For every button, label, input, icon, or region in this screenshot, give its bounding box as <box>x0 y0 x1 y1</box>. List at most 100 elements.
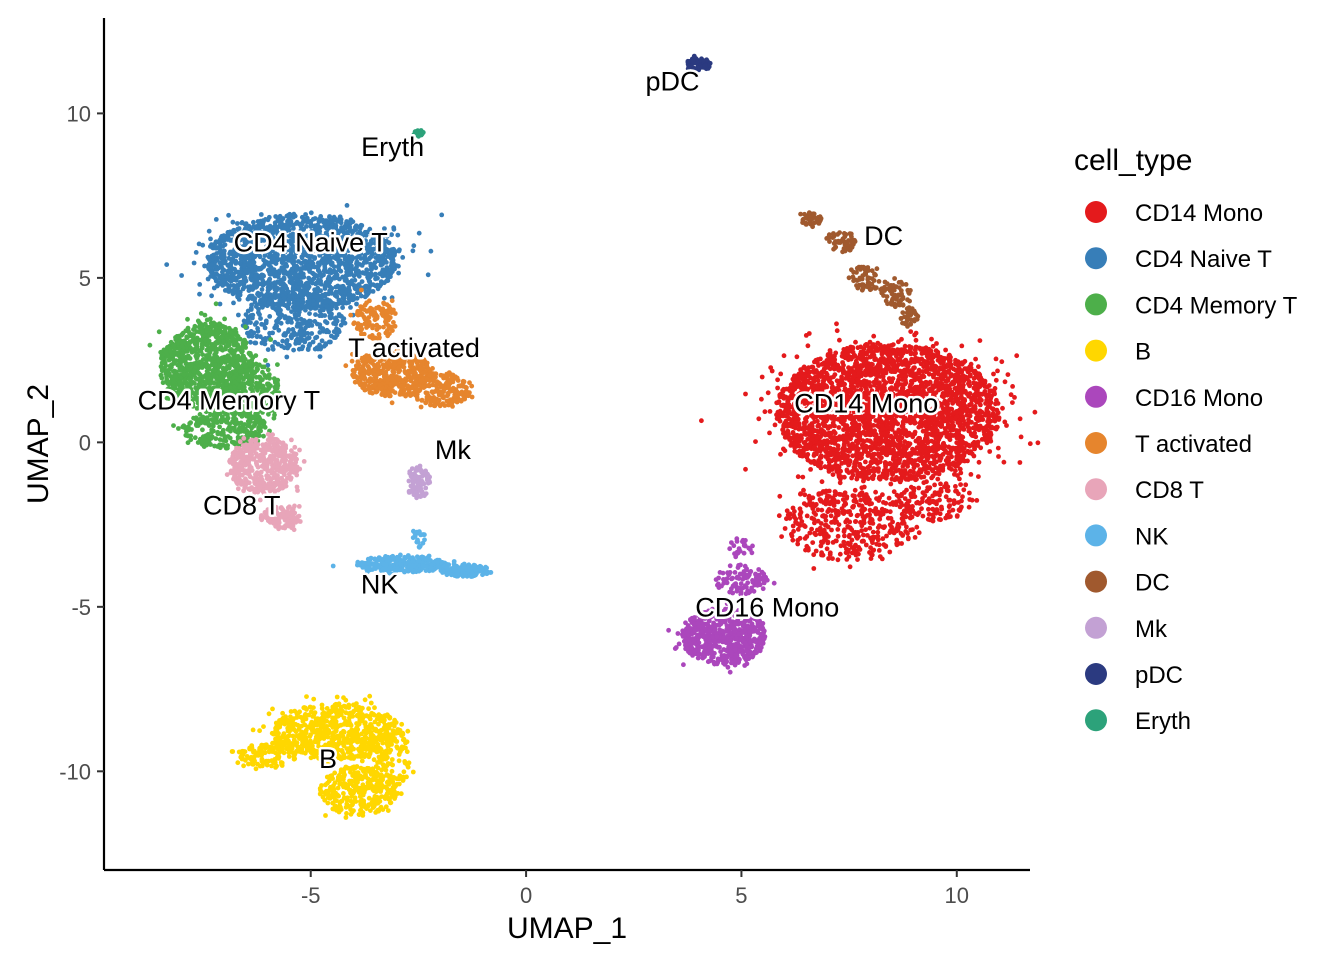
data-point <box>938 365 944 370</box>
data-point <box>943 515 949 521</box>
data-point <box>954 461 960 467</box>
data-point <box>820 540 826 545</box>
data-point <box>854 513 860 519</box>
data-point <box>964 421 969 427</box>
data-point <box>818 453 824 459</box>
data-point <box>954 388 960 394</box>
data-point <box>861 439 866 445</box>
data-point <box>818 497 824 503</box>
data-point <box>340 305 345 310</box>
data-point <box>871 423 876 428</box>
data-point <box>868 354 874 359</box>
data-point <box>885 515 891 521</box>
data-point <box>390 262 396 268</box>
data-point <box>961 446 967 451</box>
data-point <box>921 480 927 486</box>
data-point <box>342 257 348 262</box>
data-point <box>338 220 344 226</box>
data-point <box>915 356 921 362</box>
data-point <box>947 503 952 508</box>
data-point <box>951 410 956 416</box>
data-point <box>781 353 787 359</box>
data-point <box>795 379 800 385</box>
data-point <box>974 399 980 404</box>
data-point <box>861 419 867 425</box>
data-point <box>821 527 827 533</box>
data-point <box>975 442 980 447</box>
data-point <box>844 373 850 379</box>
data-point <box>906 459 912 464</box>
data-point <box>976 474 981 479</box>
data-point <box>842 418 847 423</box>
data-point <box>330 217 336 223</box>
data-point <box>825 352 831 357</box>
data-point <box>927 465 932 471</box>
data-point <box>790 430 796 435</box>
data-point <box>889 465 895 471</box>
data-point <box>877 476 883 482</box>
data-point <box>930 460 936 466</box>
data-point <box>850 378 855 384</box>
data-point <box>366 271 371 277</box>
data-point <box>228 238 233 243</box>
data-point <box>298 273 304 279</box>
data-point <box>909 358 914 364</box>
data-point <box>787 409 792 414</box>
data-point <box>391 246 396 252</box>
data-point <box>850 472 856 478</box>
data-point <box>743 391 748 397</box>
data-point <box>249 277 255 283</box>
data-point <box>916 367 922 373</box>
data-point <box>867 512 872 518</box>
data-point <box>901 462 907 467</box>
data-point <box>899 443 905 448</box>
data-point <box>881 360 887 366</box>
data-point <box>779 534 784 539</box>
data-point <box>206 256 212 261</box>
data-point <box>327 267 333 273</box>
data-point <box>832 489 838 494</box>
data-point <box>876 419 882 425</box>
data-point <box>908 515 913 521</box>
data-point <box>854 451 859 457</box>
data-point <box>906 369 912 375</box>
data-point <box>956 500 961 505</box>
data-point <box>959 343 965 349</box>
data-point <box>888 434 894 440</box>
data-point <box>986 392 992 398</box>
data-point <box>797 535 803 541</box>
data-point <box>833 458 838 464</box>
data-point <box>869 552 874 558</box>
data-point <box>753 439 758 444</box>
data-point <box>970 431 975 437</box>
data-point <box>949 416 954 422</box>
data-point <box>775 377 780 383</box>
data-point <box>259 287 265 292</box>
data-point <box>869 474 875 480</box>
data-point <box>863 492 869 497</box>
data-point <box>949 454 954 460</box>
data-point <box>849 550 855 556</box>
data-point <box>927 517 933 523</box>
data-point <box>776 513 782 519</box>
data-point <box>208 236 213 242</box>
data-point <box>889 470 895 475</box>
data-point <box>960 494 965 500</box>
data-point <box>320 217 326 223</box>
data-point <box>995 368 1000 374</box>
data-point <box>164 262 170 267</box>
data-point <box>995 445 1001 451</box>
data-point <box>906 431 912 436</box>
data-point <box>896 339 901 345</box>
data-point <box>820 513 825 519</box>
data-point <box>996 454 1001 459</box>
data-point <box>847 532 852 538</box>
data-point <box>743 466 748 472</box>
data-point <box>976 371 982 377</box>
data-point <box>852 487 858 493</box>
data-point <box>818 465 824 471</box>
data-point <box>897 368 903 374</box>
data-point <box>838 492 844 497</box>
data-point <box>823 522 828 528</box>
data-point <box>823 488 829 494</box>
